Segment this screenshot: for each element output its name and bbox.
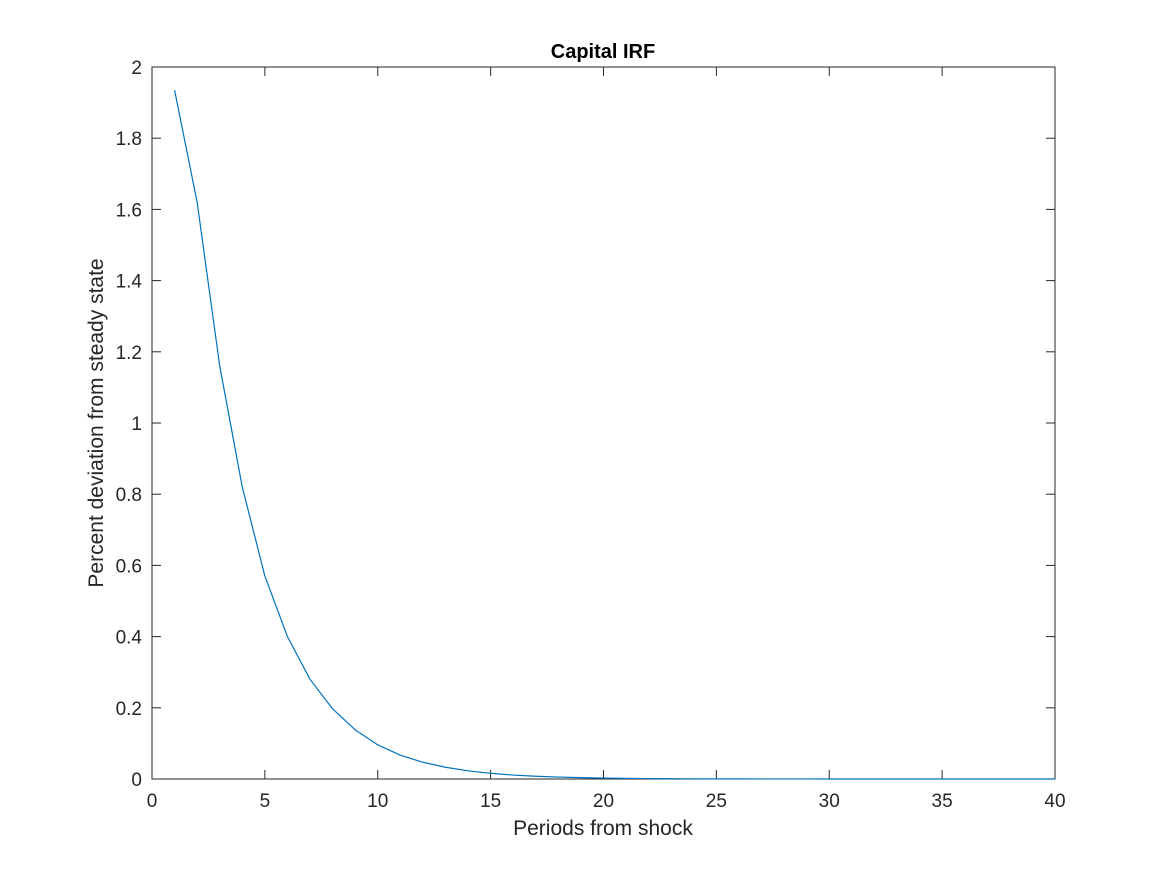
y-tick-label: 1.8 [116,129,142,150]
x-tick-label: 25 [706,791,727,812]
chart-title: Capital IRF [551,41,655,63]
y-tick-label: 0.6 [116,556,142,577]
y-tick-label: 1 [131,414,142,435]
y-tick-label: 0.2 [116,699,142,720]
y-tick-label: 0 [131,770,142,791]
y-tick-label: 0.8 [116,485,142,506]
x-tick-label: 30 [819,791,840,812]
x-tick-label: 40 [1044,791,1065,812]
y-tick-label: 0.4 [116,628,143,649]
x-tick-label: 35 [932,791,953,812]
x-axis-label: Periods from shock [513,817,693,840]
x-tick-label: 15 [480,791,501,812]
x-tick-label: 20 [593,791,614,812]
series-line-1 [173,90,1055,780]
x-tick-label: 10 [367,791,388,812]
axes-box [151,66,1056,780]
y-tick-label: 1.4 [116,272,143,293]
series-layer [173,90,1055,780]
x-tick-label: 5 [260,791,271,812]
x-tick-label: 0 [147,791,158,812]
y-tick-label: 2 [131,58,142,79]
x-ticks: 0 5 10 15 20 25 30 35 40 [147,67,1066,812]
y-axis-label: Percent deviation from steady state [85,258,108,587]
y-tick-label: 1.2 [116,343,142,364]
y-tick-label: 1.6 [116,200,142,221]
plot-area: 0 5 10 15 20 25 30 35 40 0 0.2 0.4 0.6 0.8 1 1.2 1.4 1.6… [116,58,1066,812]
y-ticks: 0 0.2 0.4 0.6 0.8 1 1.2 1.4 1.6 1.8 2 [116,58,1055,791]
